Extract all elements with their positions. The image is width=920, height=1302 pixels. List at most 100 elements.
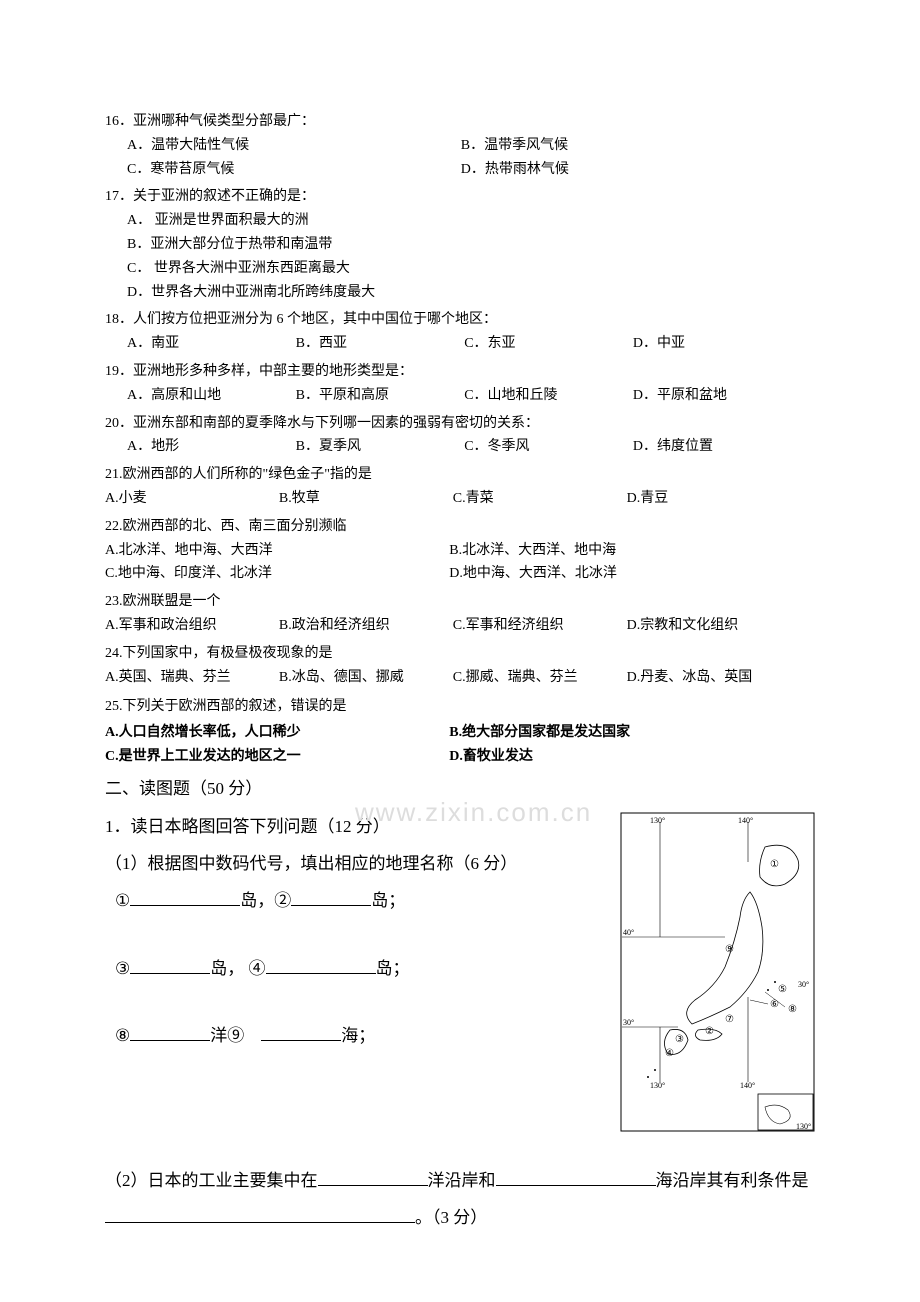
q19-opt-b: B．平原和高原 (296, 384, 461, 408)
q25-opt-b: B.绝大部分国家都是发达国家 (449, 721, 790, 745)
q16-opt-d: D．热带雨林气候 (461, 158, 791, 182)
fill-line-2: ③ 岛， ④ 岛； (105, 950, 614, 987)
q24-opt-b: B.冰岛、德国、挪威 (279, 666, 449, 690)
map-marker-4: ④ (665, 1048, 674, 1059)
map-marker-5: ⑤ (778, 984, 787, 995)
q25-opt-c: C.是世界上工业发达的地区之一 (105, 745, 446, 769)
blank-sub2-1[interactable] (318, 1166, 428, 1186)
q16-opt-c: C．寒带苔原气候 (127, 158, 457, 182)
map-marker-8: ⑧ (788, 1004, 797, 1015)
q21-stem: 21.欧洲西部的人们所称的"绿色金子"指的是 (105, 463, 815, 487)
map-lat30-right: 30° (798, 980, 809, 989)
sub2-part2: 洋沿岸和 (428, 1171, 496, 1190)
q16-opt-a: A．温带大陆性气候 (127, 134, 457, 158)
q22-stem: 22.欧洲西部的北、西、南三面分别濒临 (105, 515, 815, 539)
q23-opt-d: D.宗教和文化组织 (627, 614, 797, 638)
question-16: 16．亚洲哪种气候类型分部最广： A．温带大陆性气候 B．温带季风气候 C．寒带… (105, 110, 815, 181)
q22-opt-c: C.地中海、印度洋、北冰洋 (105, 562, 446, 586)
blank-2[interactable] (291, 886, 371, 906)
q18-opt-a: A．南亚 (127, 332, 292, 356)
q18-opt-b: B．西亚 (296, 332, 461, 356)
fill-l1-part2: 岛，② (240, 891, 291, 910)
question-18: 18．人们按方位把亚洲分为 6 个地区，其中中国位于哪个地区： A．南亚 B．西… (105, 308, 815, 356)
map-lon130-bot: 130° (650, 1081, 665, 1090)
q21-opt-a: A.小麦 (105, 487, 275, 511)
blank-sub2-3[interactable] (105, 1203, 415, 1223)
q23-stem: 23.欧洲联盟是一个 (105, 590, 815, 614)
blank-4[interactable] (266, 954, 376, 974)
fill-l1-part1: ① (115, 891, 130, 910)
question-23: 23.欧洲联盟是一个 A.军事和政治组织 B.政治和经济组织 C.军事和经济组织… (105, 590, 815, 638)
section2-q1-sub2: （2）日本的工业主要集中在 洋沿岸和 海沿岸其有利条件是。（3 分） (105, 1162, 815, 1237)
question-17: 17．关于亚洲的叙述不正确的是： A． 亚洲是世界面积最大的洲 B．亚洲大部分位… (105, 185, 815, 304)
japan-map-svg: 130° 140° 40° 30° 30° 130° 140° 130° ① ②… (620, 812, 815, 1132)
q16-opt-b: B．温带季风气候 (461, 134, 791, 158)
q21-opt-b: B.牧草 (279, 487, 449, 511)
map-lat30-left: 30° (623, 1018, 634, 1027)
blank-9[interactable] (261, 1021, 341, 1041)
q23-opt-c: C.军事和经济组织 (453, 614, 623, 638)
map-marker-3: ③ (675, 1034, 684, 1045)
question-24: 24.下列国家中，有极昼极夜现象的是 A.英国、瑞典、芬兰 B.冰岛、德国、挪威… (105, 642, 815, 690)
q19-opt-c: C．山地和丘陵 (464, 384, 629, 408)
japan-map-figure: 130° 140° 40° 30° 30° 130° 140° 130° ① ②… (620, 812, 815, 1132)
fill-l2-part3: 岛； (376, 959, 410, 978)
blank-sub2-2[interactable] (496, 1166, 656, 1186)
q24-opt-c: C.挪威、瑞典、芬兰 (453, 666, 623, 690)
section2-q1-sub1: （1）根据图中数码代号，填出相应的地理名称（6 分） (105, 845, 614, 882)
fill-l3-part1: ⑧ (115, 1026, 130, 1045)
map-lon140-top: 140° (738, 816, 753, 825)
q22-opt-d: D.地中海、大西洋、北冰洋 (449, 562, 790, 586)
q22-opt-b: B.北冰洋、大西洋、地中海 (449, 539, 790, 563)
q24-opt-a: A.英国、瑞典、芬兰 (105, 666, 275, 690)
q20-stem: 20．亚洲东部和南部的夏季降水与下列哪一因素的强弱有密切的关系： (105, 412, 815, 436)
blank-1[interactable] (130, 886, 240, 906)
q21-opt-c: C.青菜 (453, 487, 623, 511)
q24-opt-d: D.丹麦、冰岛、英国 (627, 666, 797, 690)
q19-opt-d: D．平原和盆地 (633, 384, 798, 408)
q24-stem: 24.下列国家中，有极昼极夜现象的是 (105, 642, 815, 666)
q17-opt-d: D．世界各大洲中亚洲南北所跨纬度最大 (127, 281, 485, 305)
q19-stem: 19．亚洲地形多种多样，中部主要的地形类型是： (105, 360, 815, 384)
q17-opt-a: A． 亚洲是世界面积最大的洲 (127, 209, 457, 233)
blank-8[interactable] (130, 1021, 210, 1041)
q20-opt-c: C．冬季风 (464, 435, 629, 459)
q21-opt-d: D.青豆 (627, 487, 797, 511)
q20-opt-b: B．夏季风 (296, 435, 461, 459)
sub2-part4: 。（3 分） (415, 1208, 487, 1227)
map-lon130-top: 130° (650, 816, 665, 825)
q16-stem: 16．亚洲哪种气候类型分部最广： (105, 110, 815, 134)
q17-opt-b: B．亚洲大部分位于热带和南温带 (127, 233, 485, 257)
q23-opt-a: A.军事和政治组织 (105, 614, 275, 638)
q18-opt-c: C．东亚 (464, 332, 629, 356)
fill-l2-part1: ③ (115, 959, 130, 978)
q18-opt-d: D．中亚 (633, 332, 798, 356)
q17-stem: 17．关于亚洲的叙述不正确的是： (105, 185, 815, 209)
fill-l2-part2: 岛， ④ (210, 959, 265, 978)
q19-opt-a: A．高原和山地 (127, 384, 292, 408)
question-20: 20．亚洲东部和南部的夏季降水与下列哪一因素的强弱有密切的关系： A．地形 B．… (105, 412, 815, 460)
q23-opt-b: B.政治和经济组织 (279, 614, 449, 638)
q25-opt-a: A.人口自然增长率低，人口稀少 (105, 721, 446, 745)
sub2-part3: 海沿岸其有利条件是 (656, 1171, 809, 1190)
fill-l1-part3: 岛； (371, 891, 405, 910)
question-19: 19．亚洲地形多种多样，中部主要的地形类型是： A．高原和山地 B．平原和高原 … (105, 360, 815, 408)
map-marker-9: ⑨ (725, 944, 734, 955)
q20-opt-a: A．地形 (127, 435, 292, 459)
fill-l3-part2: 洋⑨ (210, 1026, 244, 1045)
map-marker-6: ⑥ (770, 999, 779, 1010)
fill-line-3: ⑧ 洋⑨ 海； (105, 1017, 614, 1054)
q18-stem: 18．人们按方位把亚洲分为 6 个地区，其中中国位于哪个地区： (105, 308, 815, 332)
sub2-part1: （2）日本的工业主要集中在 (105, 1171, 318, 1190)
q25-stem: 25.下列关于欧洲西部的叙述，错误的是 (105, 695, 815, 719)
fill-line-1: ① 岛，② 岛； (105, 882, 614, 919)
question-25: 25.下列关于欧洲西部的叙述，错误的是 A.人口自然增长率低，人口稀少 B.绝大… (105, 695, 815, 768)
map-marker-2: ② (705, 1026, 714, 1037)
map-lon140-bot: 140° (740, 1081, 755, 1090)
section-2-header: 二、读图题（50 分） (105, 775, 815, 804)
fill-l3-part3: 海； (341, 1026, 375, 1045)
blank-3[interactable] (130, 954, 210, 974)
q20-opt-d: D．纬度位置 (633, 435, 798, 459)
question-21: 21.欧洲西部的人们所称的"绿色金子"指的是 A.小麦 B.牧草 C.青菜 D.… (105, 463, 815, 511)
map-inset-lon130: 130° (796, 1122, 811, 1131)
